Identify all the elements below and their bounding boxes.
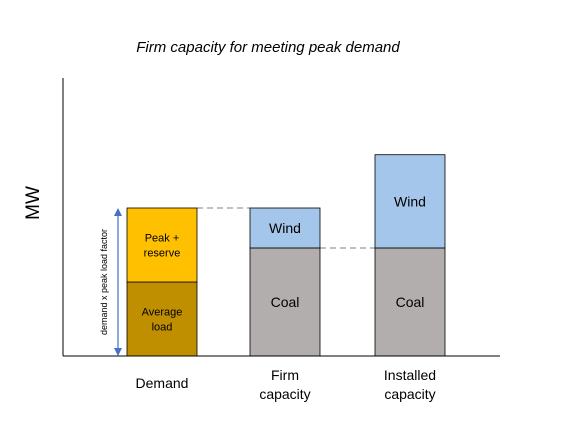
annotation: demand x peak load factor <box>99 208 122 356</box>
segment-label-demand-average-load-0: Average <box>142 307 183 319</box>
annotation-label: demand x peak load factor <box>99 229 109 335</box>
annotation-arrowhead-bottom <box>114 348 122 356</box>
segment-label-demand-average-load-1: load <box>152 322 173 334</box>
category-label-installed-capacity-0: Installed <box>384 367 436 383</box>
segment-label-demand-peak-reserve-1: reserve <box>144 248 181 260</box>
reference-lines <box>197 207 375 249</box>
category-label-demand: Demand <box>136 375 189 391</box>
bar-demand-average-load <box>126 281 198 357</box>
segment-label-firm-capacity-wind: Wind <box>269 220 301 236</box>
chart-title: Firm capacity for meeting peak demand <box>136 39 400 56</box>
category-label-installed-capacity-1: capacity <box>384 386 435 402</box>
bar-firm-capacity-wind <box>249 207 321 249</box>
segment-label-installed-capacity-wind: Wind <box>394 193 426 209</box>
segment-label-installed-capacity-coal: Coal <box>396 294 425 310</box>
y-axis-label: MW <box>23 186 44 220</box>
segment-label-demand-peak-reserve-0: Peak + <box>145 233 180 245</box>
category-labels: Demand Firm capacity Installed capacity <box>136 367 437 402</box>
bars: Average load Peak + reserve Coal Wind Coal Wind <box>126 154 446 357</box>
segment-label-firm-capacity-coal: Coal <box>271 294 300 310</box>
category-label-firm-capacity-1: capacity <box>259 386 310 402</box>
category-label-firm-capacity-0: Firm <box>271 367 299 383</box>
bar-firm-capacity-coal <box>249 247 321 357</box>
bar-installed-capacity-wind <box>374 154 446 249</box>
bar-demand-peak-reserve <box>126 207 198 283</box>
annotation-arrowhead-top <box>114 208 122 216</box>
